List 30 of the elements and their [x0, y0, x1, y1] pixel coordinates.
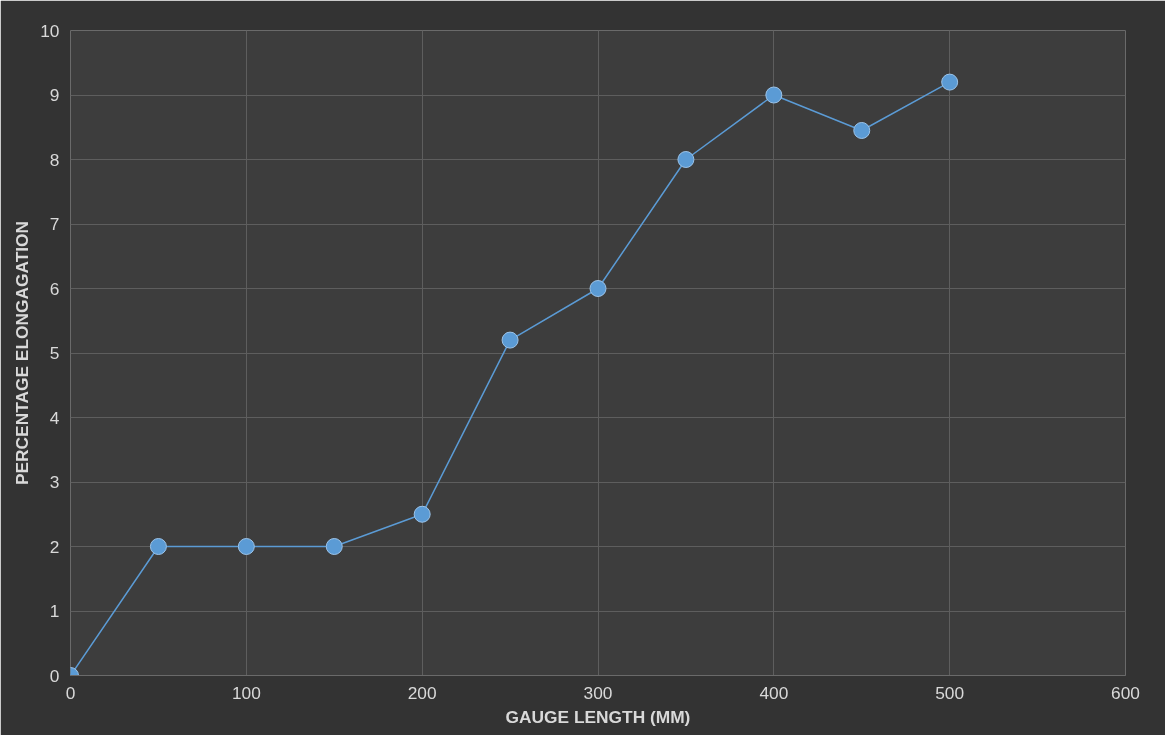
y-tick-label: 9	[49, 85, 60, 105]
y-tick-label: 10	[40, 20, 60, 41]
x-axis-title: GAUGE LENGTH (MM)	[505, 706, 691, 727]
y-tick-label: 0	[49, 665, 60, 686]
point	[237, 538, 255, 555]
y-tick-label: 4	[49, 407, 60, 428]
y-tick-label: 8	[49, 149, 60, 170]
y-tick-label: 3	[49, 472, 60, 492]
x-tick-label: 200	[407, 682, 437, 703]
y-tick-label: 2	[49, 536, 60, 557]
point	[501, 331, 519, 349]
x-tick-label: 400	[759, 682, 789, 703]
point	[589, 280, 607, 297]
x-tick-label: 300	[583, 682, 613, 703]
point	[853, 121, 871, 139]
x-tick-label: 500	[935, 682, 965, 703]
y-axis-title: PERCENTAGE ELONGAGATION	[12, 220, 33, 486]
point	[765, 86, 783, 104]
point	[325, 538, 343, 555]
point	[941, 73, 959, 91]
x-tick-label: 600	[1111, 682, 1140, 703]
point	[413, 505, 431, 523]
point	[149, 538, 167, 555]
x-tick-label: 0	[65, 682, 76, 703]
x-tick-label: 100	[231, 682, 261, 703]
point	[677, 151, 695, 168]
y-tick-label: 5	[49, 343, 60, 363]
y-tick-label: 7	[49, 214, 60, 234]
y-tick-label: 1	[49, 601, 60, 621]
y-tick-label: 6	[49, 278, 60, 299]
